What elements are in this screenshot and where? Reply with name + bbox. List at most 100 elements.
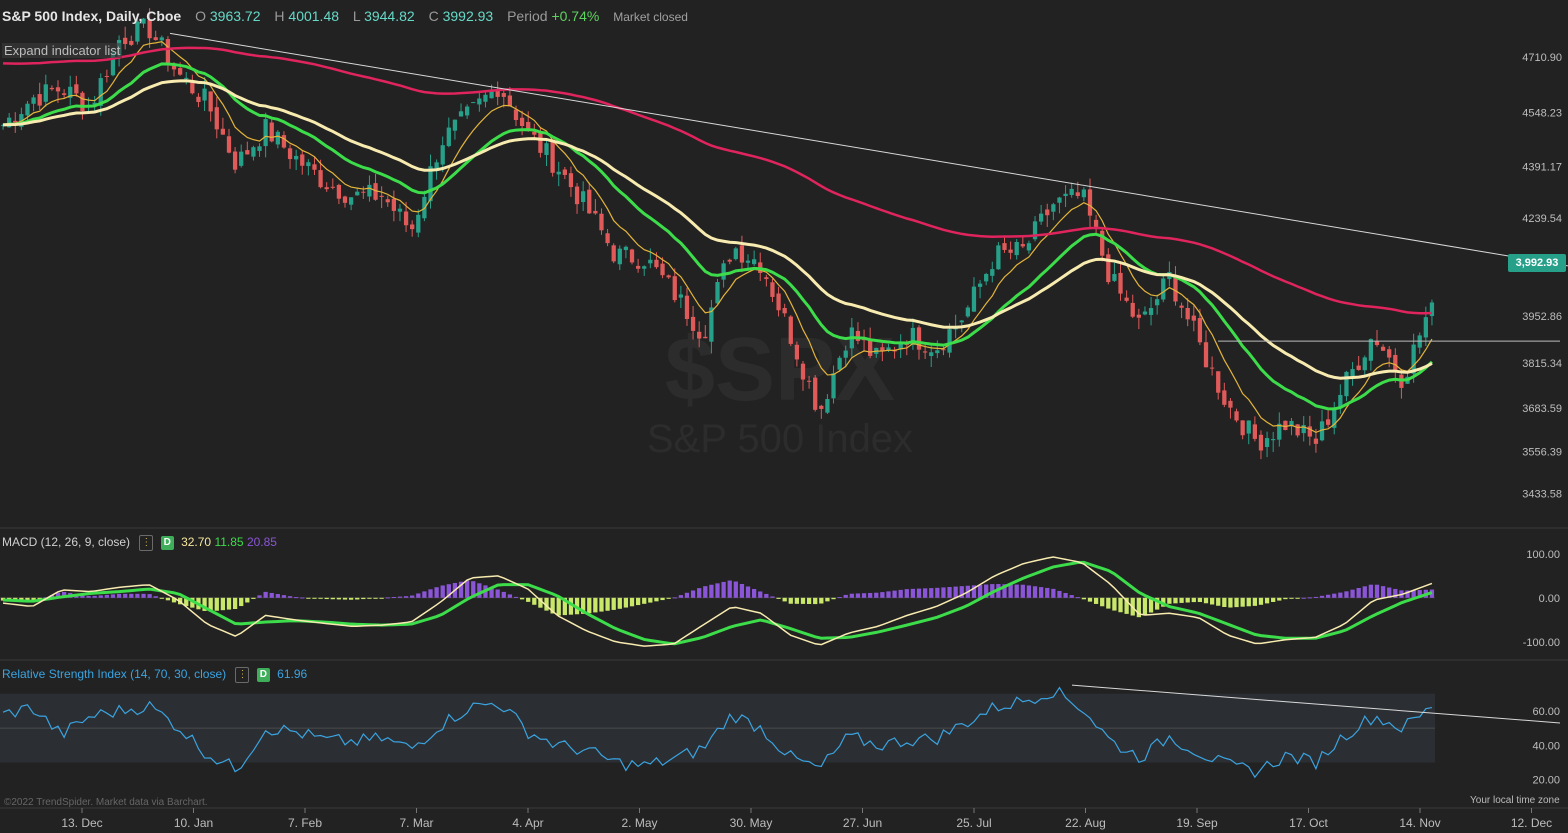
macd-histogram-bar bbox=[593, 597, 598, 613]
candle-body bbox=[1368, 339, 1374, 361]
candle-body bbox=[232, 151, 238, 170]
candle-body bbox=[611, 245, 616, 262]
macd-histogram-bar bbox=[318, 597, 323, 599]
macd-histogram-bar bbox=[324, 597, 329, 600]
candle-body bbox=[1032, 221, 1038, 240]
macd-histogram-bar bbox=[703, 586, 708, 598]
macd-histogram-bar bbox=[1319, 595, 1325, 598]
macd-histogram-bar bbox=[874, 592, 879, 598]
macd-histogram-bar bbox=[1417, 590, 1422, 598]
candle-body bbox=[1100, 230, 1105, 256]
macd-histogram-bar bbox=[141, 593, 146, 598]
candle-body bbox=[1148, 308, 1154, 315]
rsi-pane[interactable] bbox=[0, 684, 1561, 779]
candle-body bbox=[1295, 424, 1300, 436]
macd-histogram-bar bbox=[300, 597, 305, 599]
candle-body bbox=[819, 405, 824, 409]
candle-body bbox=[1374, 341, 1380, 346]
macd-histogram-bar bbox=[1051, 588, 1056, 598]
macd-histogram-bar bbox=[471, 581, 476, 598]
macd-histogram-bar bbox=[1039, 587, 1044, 598]
candle-body bbox=[202, 88, 207, 101]
candle-body bbox=[764, 277, 769, 280]
candle-body bbox=[1423, 317, 1428, 338]
price-pane[interactable] bbox=[0, 8, 1568, 460]
macd-histogram-bar bbox=[654, 597, 659, 602]
candle-body bbox=[1045, 209, 1050, 216]
macd-histogram-bar bbox=[1173, 597, 1178, 604]
macd-histogram-bar bbox=[245, 597, 250, 603]
candle-body bbox=[672, 276, 677, 301]
macd-histogram-bar bbox=[495, 589, 500, 598]
candle-body bbox=[935, 350, 940, 354]
candle-body bbox=[996, 245, 1001, 270]
macd-histogram-bar bbox=[861, 593, 867, 598]
macd-histogram-bar bbox=[342, 597, 348, 600]
rsi-daily-badge[interactable]: D bbox=[256, 668, 270, 682]
candle-body bbox=[1069, 188, 1074, 196]
candle-body bbox=[214, 107, 219, 130]
x-tick-label: 17. Oct bbox=[1289, 816, 1328, 830]
market-status: Market closed bbox=[613, 10, 688, 24]
candle-body bbox=[532, 131, 537, 135]
macd-histogram-bar bbox=[1313, 596, 1319, 598]
price-tick-label: 3556.39 bbox=[1522, 447, 1562, 459]
candle-body bbox=[141, 18, 146, 24]
macd-histogram-bar bbox=[562, 597, 567, 616]
macd-histogram-bar bbox=[226, 597, 232, 610]
macd-histogram-bar bbox=[1093, 597, 1099, 604]
candle-body bbox=[752, 259, 757, 265]
period-value: +0.74% bbox=[551, 8, 600, 24]
macd-histogram-bar bbox=[1002, 584, 1007, 598]
candle-body bbox=[68, 86, 73, 98]
macd-histogram-bar bbox=[110, 594, 116, 598]
candle-body bbox=[397, 208, 403, 212]
candle-body bbox=[947, 329, 952, 353]
candle-body bbox=[916, 327, 922, 350]
macd-histogram-bar bbox=[1295, 597, 1300, 599]
macd-histogram-bar bbox=[843, 594, 848, 598]
macd-histogram-bar bbox=[184, 597, 189, 606]
macd-histogram-bar bbox=[251, 597, 256, 599]
macd-histogram-bar bbox=[971, 585, 977, 598]
rsi-tick-label: 40.00 bbox=[1532, 740, 1560, 752]
expand-indicator-list-button[interactable]: Expand indicator list bbox=[2, 43, 123, 58]
x-tick-label: 25. Jul bbox=[956, 816, 991, 830]
macd-histogram-bar bbox=[220, 597, 226, 611]
timezone-link[interactable]: Your local time zone bbox=[1470, 795, 1560, 806]
ema-long-line bbox=[3, 46, 1432, 315]
candle-body bbox=[385, 199, 390, 203]
x-tick-label: 19. Sep bbox=[1176, 816, 1218, 830]
x-tick-label: 4. Apr bbox=[512, 816, 543, 830]
macd-daily-badge[interactable]: D bbox=[160, 536, 174, 550]
x-tick-label: 14. Nov bbox=[1399, 816, 1440, 830]
candle-body bbox=[391, 198, 396, 211]
candle-body bbox=[1246, 420, 1251, 434]
menu-icon[interactable]: ⋮ bbox=[139, 535, 154, 551]
rsi-value: 61.96 bbox=[277, 667, 308, 682]
macd-histogram-bar bbox=[1191, 597, 1196, 603]
macd-histogram-bar bbox=[922, 588, 928, 598]
macd-histogram-bar bbox=[813, 597, 818, 605]
candle-body bbox=[239, 151, 244, 166]
candle-body bbox=[1216, 371, 1221, 393]
candle-body bbox=[843, 350, 848, 358]
candle-body bbox=[281, 135, 287, 148]
macd-histogram-bar bbox=[1356, 588, 1361, 598]
candle-body bbox=[98, 78, 103, 106]
candle-body bbox=[690, 316, 696, 331]
menu-icon[interactable]: ⋮ bbox=[235, 667, 250, 683]
candle-body bbox=[800, 363, 806, 380]
macd-histogram-bar bbox=[147, 594, 152, 598]
macd-histogram-bar bbox=[123, 593, 128, 598]
candle-body bbox=[1026, 243, 1032, 251]
macd-pane[interactable] bbox=[0, 556, 1435, 647]
macd-histogram-bar bbox=[1332, 593, 1337, 598]
candle-body bbox=[428, 166, 433, 202]
macd-histogram-bar bbox=[159, 597, 164, 599]
macd-histogram-bar bbox=[648, 597, 653, 603]
candle-body bbox=[868, 338, 873, 356]
macd-histogram-bar bbox=[306, 597, 311, 599]
macd-value: 32.70 bbox=[181, 535, 212, 550]
